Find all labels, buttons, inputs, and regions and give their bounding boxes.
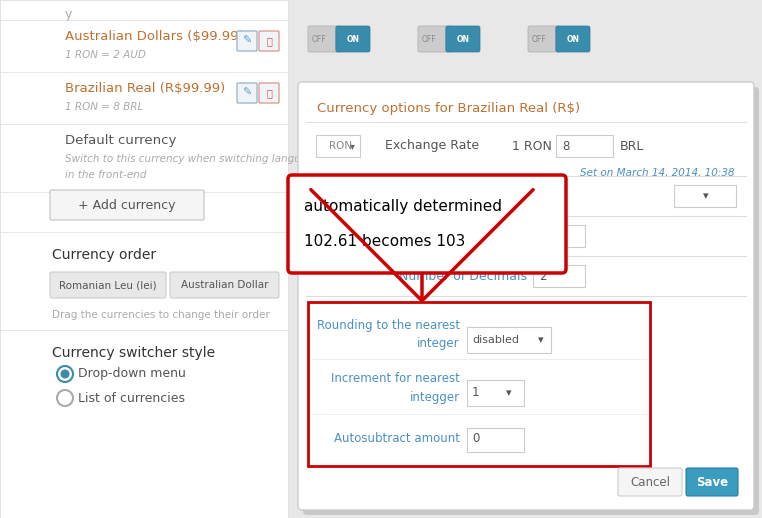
- FancyBboxPatch shape: [446, 26, 480, 52]
- Text: 0: 0: [472, 433, 479, 445]
- Text: y: y: [65, 8, 72, 21]
- Circle shape: [57, 390, 73, 406]
- Text: ON: ON: [567, 35, 580, 44]
- Text: ON: ON: [457, 35, 470, 44]
- Text: Brazilian Real (R$99.99): Brazilian Real (R$99.99): [65, 82, 226, 95]
- Text: OFF: OFF: [531, 35, 546, 44]
- Text: Australian Dollar: Australian Dollar: [181, 280, 268, 290]
- FancyBboxPatch shape: [467, 428, 524, 452]
- Text: Romanian Leu (lei): Romanian Leu (lei): [59, 280, 157, 290]
- Text: 2: 2: [539, 269, 546, 282]
- Text: Drop-down menu: Drop-down menu: [78, 367, 186, 381]
- Text: Decimal Separator: Decimal Separator: [410, 229, 527, 242]
- Circle shape: [57, 366, 73, 382]
- Text: Autosubtract amount: Autosubtract amount: [334, 433, 460, 445]
- Text: OFF: OFF: [312, 35, 326, 44]
- Text: BRL: BRL: [620, 139, 645, 152]
- Text: Currency options for Brazilian Real (R$): Currency options for Brazilian Real (R$): [317, 102, 580, 115]
- FancyBboxPatch shape: [303, 87, 759, 515]
- FancyBboxPatch shape: [288, 175, 566, 273]
- Text: + Add currency: + Add currency: [78, 198, 176, 211]
- Text: Drag the currencies to change their order: Drag the currencies to change their orde…: [52, 310, 270, 320]
- Text: ▾: ▾: [350, 141, 355, 151]
- Text: ✎: ✎: [242, 36, 251, 46]
- Text: integer: integer: [418, 338, 460, 351]
- Text: 102.61 becomes 103: 102.61 becomes 103: [304, 234, 466, 249]
- Text: 🗑: 🗑: [266, 88, 272, 98]
- FancyBboxPatch shape: [555, 26, 590, 52]
- Text: Set on March 14, 2014, 10:38: Set on March 14, 2014, 10:38: [581, 168, 735, 178]
- FancyBboxPatch shape: [336, 26, 370, 52]
- FancyBboxPatch shape: [308, 26, 342, 52]
- Text: 🗑: 🗑: [266, 36, 272, 46]
- Text: Default currency: Default currency: [65, 134, 176, 147]
- Text: Currency switcher style: Currency switcher style: [52, 346, 215, 360]
- Text: 1 RON =: 1 RON =: [512, 139, 566, 152]
- FancyBboxPatch shape: [259, 31, 279, 51]
- Text: in the front-end: in the front-end: [65, 170, 146, 180]
- Text: Exchange Rate: Exchange Rate: [385, 139, 479, 152]
- FancyBboxPatch shape: [259, 83, 279, 103]
- FancyBboxPatch shape: [674, 185, 736, 207]
- Text: Increment for nearest: Increment for nearest: [331, 372, 460, 385]
- Text: List of currencies: List of currencies: [78, 392, 185, 405]
- FancyBboxPatch shape: [528, 26, 562, 52]
- FancyBboxPatch shape: [50, 190, 204, 220]
- Circle shape: [60, 369, 69, 379]
- Text: ▾: ▾: [506, 388, 511, 398]
- FancyBboxPatch shape: [316, 135, 360, 157]
- Text: 1 RON = 2 AUD: 1 RON = 2 AUD: [65, 50, 146, 60]
- FancyBboxPatch shape: [533, 225, 585, 247]
- FancyBboxPatch shape: [686, 468, 738, 496]
- Text: disabled: disabled: [472, 335, 519, 345]
- FancyBboxPatch shape: [308, 302, 650, 466]
- Text: RON: RON: [329, 141, 352, 151]
- Text: 8: 8: [562, 139, 569, 152]
- Text: Rounding to the nearest: Rounding to the nearest: [317, 320, 460, 333]
- Text: 1: 1: [472, 386, 479, 399]
- Text: Australian Dollars ($99.99): Australian Dollars ($99.99): [65, 30, 244, 43]
- FancyBboxPatch shape: [237, 31, 257, 51]
- Text: 1 RON = 8 BRL: 1 RON = 8 BRL: [65, 102, 143, 112]
- Text: Switch to this currency when switching language: Switch to this currency when switching l…: [65, 154, 320, 164]
- FancyBboxPatch shape: [50, 272, 166, 298]
- Text: OFF: OFF: [421, 35, 436, 44]
- FancyBboxPatch shape: [237, 83, 257, 103]
- Text: Currency order: Currency order: [52, 248, 156, 262]
- Text: Cancel: Cancel: [630, 476, 670, 488]
- Text: Number of Decimals: Number of Decimals: [399, 269, 527, 282]
- Text: ON: ON: [347, 35, 360, 44]
- Text: Save: Save: [696, 476, 728, 488]
- FancyBboxPatch shape: [533, 265, 585, 287]
- Text: ✎: ✎: [242, 88, 251, 98]
- Text: ▾: ▾: [703, 191, 709, 201]
- FancyBboxPatch shape: [467, 327, 551, 353]
- FancyBboxPatch shape: [298, 82, 754, 510]
- Text: integger: integger: [410, 391, 460, 404]
- FancyBboxPatch shape: [418, 26, 452, 52]
- FancyBboxPatch shape: [170, 272, 279, 298]
- FancyBboxPatch shape: [556, 135, 613, 157]
- Bar: [0, 0, 288, 518]
- Text: ▾: ▾: [538, 335, 543, 345]
- FancyBboxPatch shape: [467, 380, 524, 406]
- FancyBboxPatch shape: [618, 468, 682, 496]
- Text: automatically determined: automatically determined: [304, 199, 502, 214]
- Text: .: .: [539, 229, 543, 242]
